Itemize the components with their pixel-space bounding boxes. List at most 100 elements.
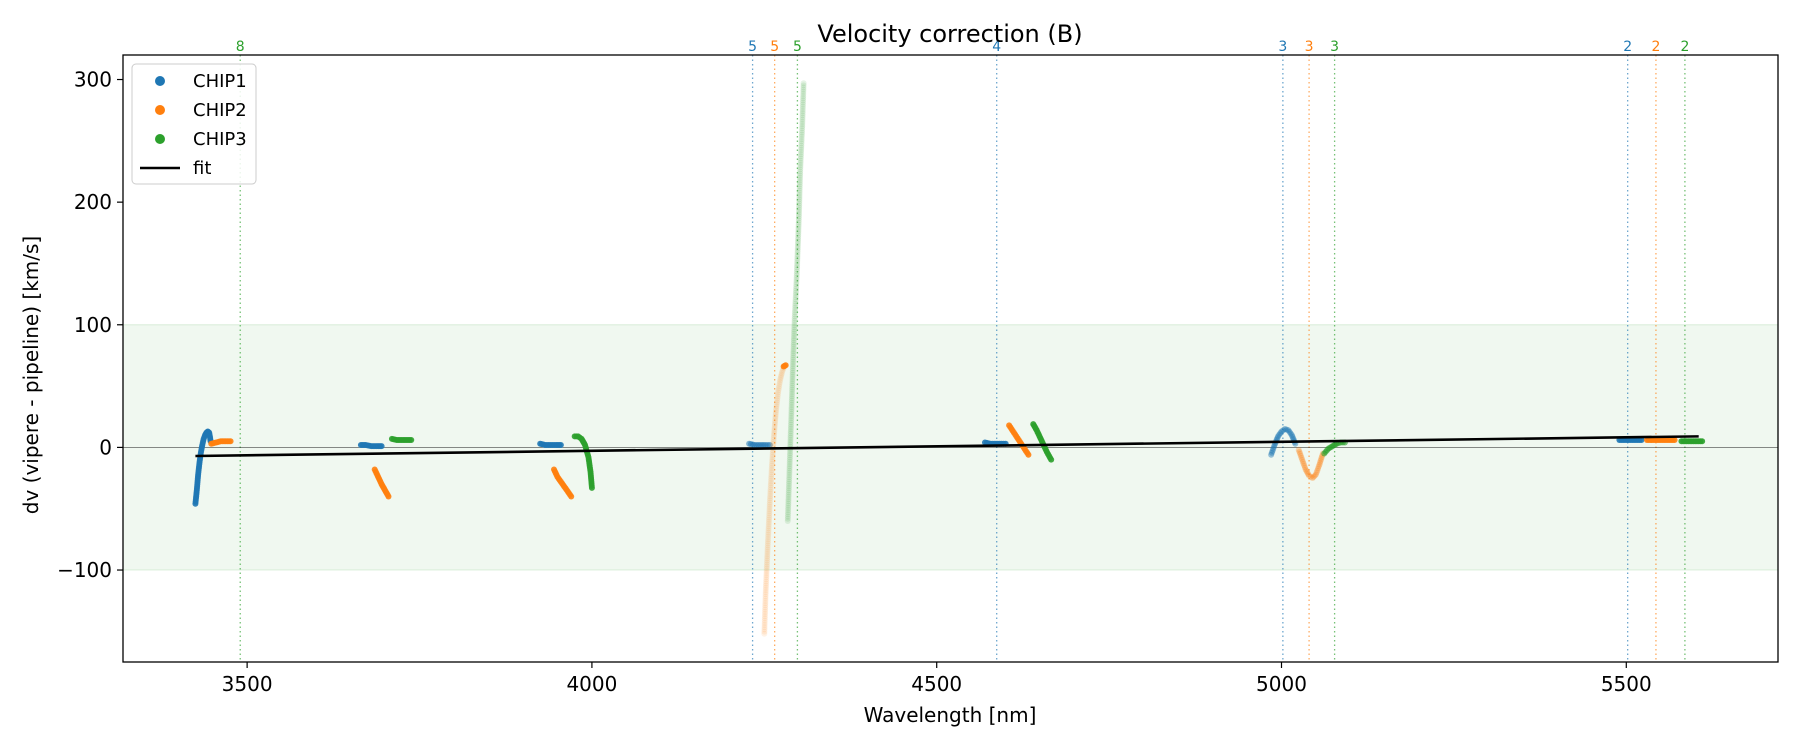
data-point [800,88,807,95]
data-point [788,417,795,424]
data-point [792,292,799,299]
data-point [784,517,791,524]
data-point [767,482,774,489]
x-tick-label: 5000 [1256,672,1307,696]
data-point [796,202,803,209]
data-point [793,270,800,277]
data-point [791,313,798,320]
data-point [408,437,415,444]
data-point [771,430,778,437]
data-point [799,108,806,115]
data-point [785,500,792,507]
data-point [1268,451,1275,458]
data-point [789,391,796,398]
data-point [762,604,769,611]
data-point [1289,433,1296,440]
data-point [1307,473,1314,480]
data-point [773,405,780,412]
data-point [768,473,775,480]
data-point [764,544,771,551]
data-point [763,565,770,572]
data-point [769,454,776,461]
data-point [790,343,797,350]
data-point [786,476,793,483]
data-point [789,371,796,378]
data-point [787,423,794,430]
data-point [1268,449,1275,456]
data-point [764,540,771,547]
data-point [796,179,803,186]
data-point [786,454,793,461]
data-point [764,542,771,549]
data-point [794,245,801,252]
data-point [791,315,798,322]
data-point [795,213,802,220]
data-point [776,381,783,388]
data-point [794,251,801,258]
data-point [800,93,807,100]
data-point [775,389,782,396]
data-point [795,221,802,228]
data-point [767,493,774,500]
data-point [1638,437,1645,444]
data-point [798,149,805,156]
data-point [771,428,778,435]
data-point [768,475,775,482]
order-marker-label: 8 [236,39,245,55]
data-point [789,367,796,374]
data-point [786,463,793,470]
data-point [796,200,803,207]
data-point [764,555,771,562]
data-point [768,467,775,474]
data-point [796,185,803,192]
data-point [799,123,806,130]
data-point [1303,468,1310,475]
data-point [764,546,771,553]
data-point [771,421,778,428]
data-point [798,140,805,147]
data-point [794,243,801,250]
data-point [1269,447,1276,454]
data-point [792,307,799,314]
data-point [1315,463,1322,470]
data-point [791,330,798,337]
data-point [763,574,770,581]
order-marker-label: 4 [992,39,1001,55]
data-point [588,484,595,491]
data-point [557,441,564,448]
data-point [795,211,802,218]
y-tick-label: −100 [57,558,112,582]
data-point [1306,472,1313,479]
data-point [797,164,804,171]
data-point [763,567,770,574]
legend-label: fit [193,158,211,179]
data-point [797,153,804,160]
data-point [789,384,796,391]
data-point [770,440,777,447]
data-point [1297,450,1304,457]
data-point [799,114,806,121]
data-point [790,356,797,363]
data-point [770,436,777,443]
data-point [786,456,793,463]
data-point [769,451,776,458]
data-point [790,341,797,348]
data-point [764,553,771,560]
data-point [792,289,799,296]
legend-marker-dot [155,105,165,115]
data-point [785,489,792,496]
data-point [786,478,793,485]
data-point [784,511,791,518]
data-point [770,434,777,441]
data-point [774,391,781,398]
data-point [1304,469,1311,476]
data-point [763,580,770,587]
data-point [786,474,793,481]
data-point [800,95,807,102]
data-point [790,339,797,346]
data-point [788,415,795,422]
data-point [1025,451,1032,458]
data-point [793,268,800,275]
data-point [1281,426,1288,433]
